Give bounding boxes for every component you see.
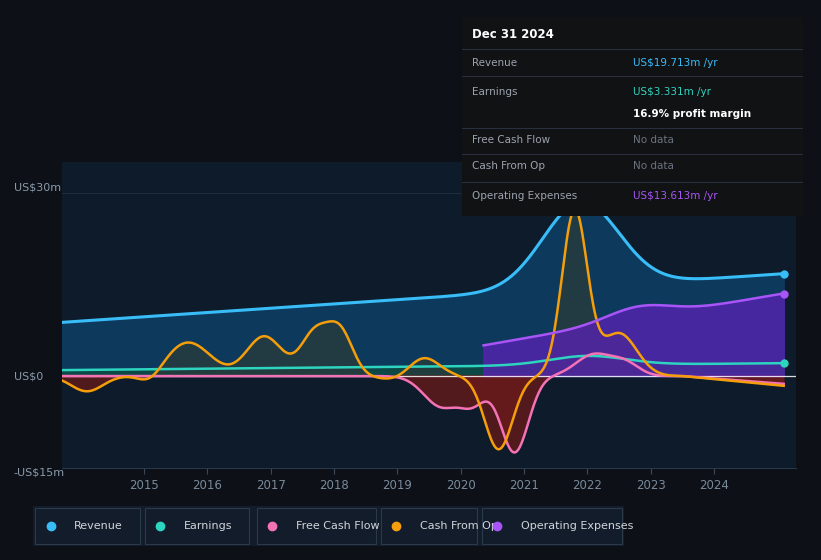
Text: Cash From Op: Cash From Op (420, 521, 498, 531)
Text: Earnings: Earnings (184, 521, 232, 531)
Text: Dec 31 2024: Dec 31 2024 (472, 28, 554, 41)
Text: Revenue: Revenue (472, 58, 517, 68)
Text: -US$15m: -US$15m (14, 468, 65, 478)
Text: No data: No data (632, 135, 673, 145)
Text: US$30m: US$30m (14, 183, 61, 193)
Text: US$3.331m /yr: US$3.331m /yr (632, 87, 711, 97)
Text: Free Cash Flow: Free Cash Flow (472, 135, 551, 145)
Text: US$0: US$0 (14, 371, 43, 381)
Text: Operating Expenses: Operating Expenses (472, 191, 578, 200)
Text: Earnings: Earnings (472, 87, 518, 97)
Text: 16.9% profit margin: 16.9% profit margin (632, 109, 750, 119)
Text: US$19.713m /yr: US$19.713m /yr (632, 58, 718, 68)
Text: Free Cash Flow: Free Cash Flow (296, 521, 379, 531)
Text: No data: No data (632, 161, 673, 171)
Text: Cash From Op: Cash From Op (472, 161, 545, 171)
Text: US$13.613m /yr: US$13.613m /yr (632, 191, 718, 200)
Text: Operating Expenses: Operating Expenses (521, 521, 633, 531)
Text: Revenue: Revenue (74, 521, 123, 531)
